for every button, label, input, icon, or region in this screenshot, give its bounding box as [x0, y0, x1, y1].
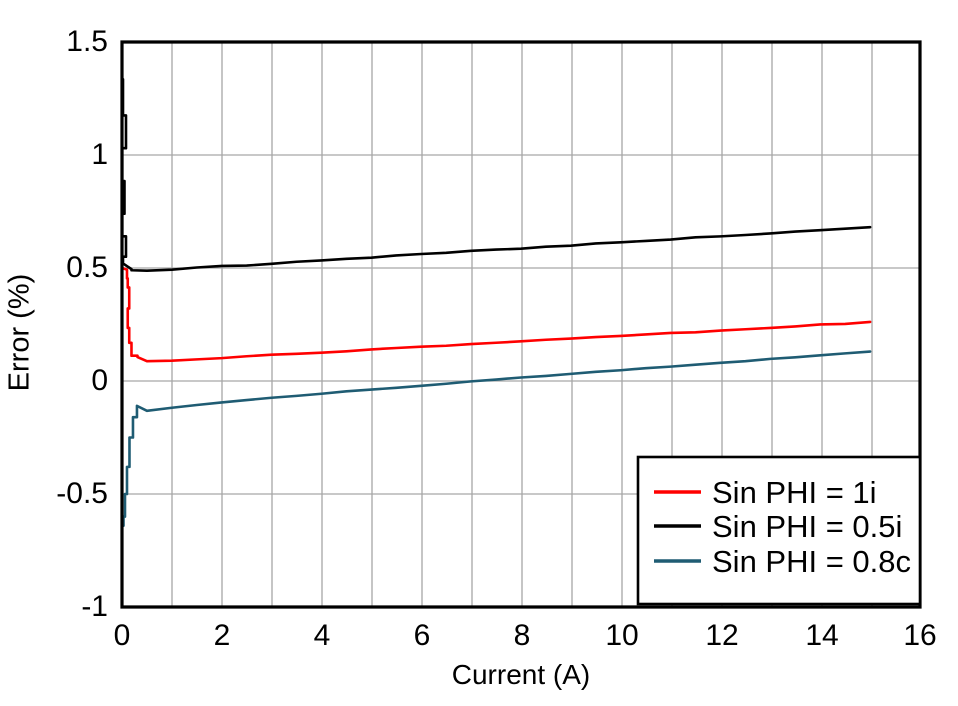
- svg-text:Sin PHI = 0.5i: Sin PHI = 0.5i: [712, 509, 902, 544]
- svg-text:16: 16: [903, 619, 936, 652]
- svg-text:1: 1: [91, 138, 108, 171]
- svg-text:8: 8: [514, 619, 531, 652]
- svg-text:0.5: 0.5: [66, 251, 108, 284]
- svg-text:0: 0: [114, 619, 131, 652]
- svg-text:14: 14: [805, 619, 838, 652]
- svg-text:Sin PHI = 1i: Sin PHI = 1i: [712, 475, 877, 510]
- svg-text:12: 12: [705, 619, 738, 652]
- svg-text:1.5: 1.5: [66, 25, 108, 58]
- svg-text:0: 0: [91, 364, 108, 397]
- svg-text:-0.5: -0.5: [56, 477, 108, 510]
- svg-text:4: 4: [314, 619, 331, 652]
- svg-text:10: 10: [605, 619, 638, 652]
- svg-text:6: 6: [414, 619, 431, 652]
- svg-text:-1: -1: [81, 590, 108, 623]
- svg-text:Current (A): Current (A): [452, 659, 590, 690]
- svg-text:2: 2: [214, 619, 231, 652]
- svg-text:Sin PHI = 0.8c: Sin PHI = 0.8c: [712, 544, 911, 579]
